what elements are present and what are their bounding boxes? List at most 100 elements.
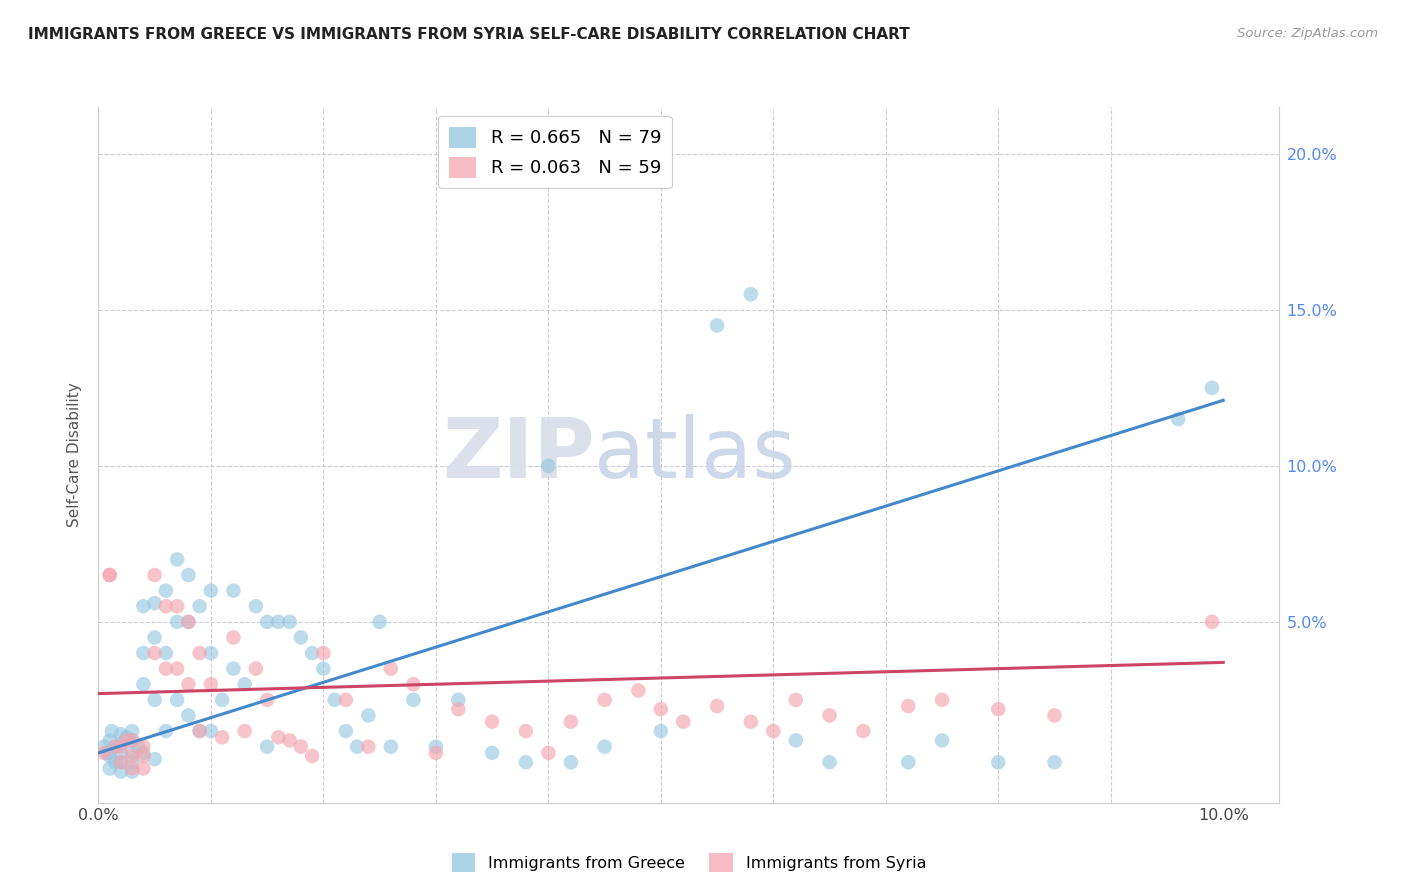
Point	[121, 733, 143, 747]
Point	[188, 646, 211, 660]
Point	[132, 677, 155, 691]
Point	[200, 646, 222, 660]
Text: ZIP: ZIP	[441, 415, 595, 495]
Point	[110, 764, 132, 779]
Point	[987, 756, 1010, 770]
Point	[481, 746, 503, 760]
Point	[357, 739, 380, 754]
Point	[98, 733, 121, 747]
Point	[312, 662, 335, 676]
Point	[346, 739, 368, 754]
Point	[132, 739, 155, 754]
Point	[177, 615, 200, 629]
Point	[818, 756, 841, 770]
Point	[818, 708, 841, 723]
Point	[278, 733, 301, 747]
Point	[93, 739, 115, 754]
Text: IMMIGRANTS FROM GREECE VS IMMIGRANTS FROM SYRIA SELF-CARE DISABILITY CORRELATION: IMMIGRANTS FROM GREECE VS IMMIGRANTS FRO…	[28, 27, 910, 42]
Point	[222, 631, 245, 645]
Point	[155, 599, 177, 614]
Point	[290, 739, 312, 754]
Point	[110, 746, 132, 760]
Point	[897, 699, 920, 714]
Point	[593, 693, 616, 707]
Point	[368, 615, 391, 629]
Point	[897, 756, 920, 770]
Point	[132, 762, 155, 776]
Point	[627, 683, 650, 698]
Point	[650, 702, 672, 716]
Point	[132, 749, 155, 764]
Point	[256, 693, 278, 707]
Point	[211, 731, 233, 745]
Point	[380, 662, 402, 676]
Point	[110, 737, 132, 751]
Y-axis label: Self-Care Disability: Self-Care Disability	[67, 383, 83, 527]
Point	[222, 662, 245, 676]
Point	[127, 739, 149, 754]
Point	[560, 714, 582, 729]
Point	[143, 693, 166, 707]
Point	[740, 714, 762, 729]
Point	[132, 599, 155, 614]
Point	[143, 631, 166, 645]
Point	[267, 731, 290, 745]
Point	[785, 733, 807, 747]
Point	[233, 724, 256, 739]
Point	[1167, 412, 1189, 426]
Point	[143, 568, 166, 582]
Point	[121, 764, 143, 779]
Point	[706, 318, 728, 333]
Point	[143, 596, 166, 610]
Point	[155, 583, 177, 598]
Point	[104, 739, 127, 754]
Point	[380, 739, 402, 754]
Point	[177, 615, 200, 629]
Point	[121, 746, 143, 760]
Point	[762, 724, 785, 739]
Point	[357, 708, 380, 723]
Point	[104, 739, 127, 754]
Point	[96, 746, 118, 760]
Point	[1043, 756, 1066, 770]
Point	[222, 583, 245, 598]
Point	[402, 693, 425, 707]
Point	[155, 646, 177, 660]
Point	[143, 752, 166, 766]
Point	[335, 724, 357, 739]
Point	[166, 599, 188, 614]
Point	[1043, 708, 1066, 723]
Point	[650, 724, 672, 739]
Point	[256, 739, 278, 754]
Point	[121, 762, 143, 776]
Point	[104, 756, 127, 770]
Point	[177, 677, 200, 691]
Point	[425, 746, 447, 760]
Point	[301, 749, 323, 764]
Point	[537, 458, 560, 473]
Point	[537, 746, 560, 760]
Point	[188, 724, 211, 739]
Point	[560, 756, 582, 770]
Point	[188, 724, 211, 739]
Point	[132, 746, 155, 760]
Point	[115, 733, 138, 747]
Point	[515, 756, 537, 770]
Point	[93, 746, 115, 760]
Point	[200, 583, 222, 598]
Point	[323, 693, 346, 707]
Point	[312, 646, 335, 660]
Point	[402, 677, 425, 691]
Point	[290, 631, 312, 645]
Point	[785, 693, 807, 707]
Point	[593, 739, 616, 754]
Point	[931, 733, 953, 747]
Legend: Immigrants from Greece, Immigrants from Syria: Immigrants from Greece, Immigrants from …	[446, 847, 932, 879]
Point	[98, 749, 121, 764]
Point	[481, 714, 503, 729]
Point	[515, 724, 537, 739]
Point	[245, 662, 267, 676]
Point	[101, 724, 124, 739]
Point	[110, 756, 132, 770]
Point	[166, 552, 188, 566]
